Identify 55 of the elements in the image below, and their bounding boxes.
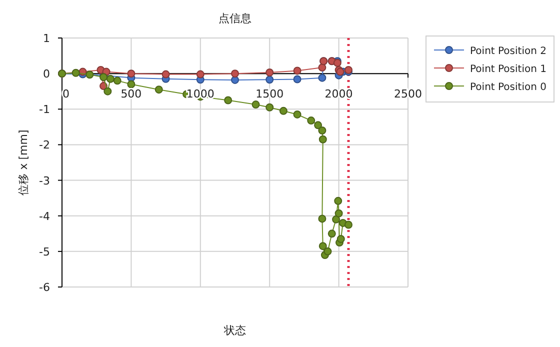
point — [344, 220, 352, 229]
x-tick-label: 1500 — [256, 88, 284, 101]
point — [154, 86, 163, 94]
point — [266, 103, 274, 112]
point — [231, 76, 239, 84]
point — [86, 70, 94, 79]
chart-title: 点信息 — [218, 12, 252, 25]
y-tick-label: -2 — [39, 138, 50, 152]
y-tick-label: -1 — [39, 103, 50, 116]
point — [293, 66, 302, 75]
point — [318, 64, 326, 72]
point — [196, 70, 204, 78]
point — [318, 74, 326, 82]
point — [162, 70, 170, 78]
y-tick-label: 0 — [43, 68, 50, 81]
legend-label: Point Position 0 — [470, 82, 546, 93]
point — [231, 70, 239, 78]
y-tick-label: -4 — [39, 210, 50, 223]
point — [224, 96, 232, 104]
point — [127, 70, 136, 78]
point — [106, 74, 114, 83]
point — [336, 234, 345, 243]
x-tick-label: 500 — [120, 88, 142, 101]
point — [266, 76, 274, 84]
point — [334, 209, 343, 218]
x-tick-label: 2500 — [394, 88, 422, 101]
point — [307, 116, 316, 125]
point — [72, 68, 80, 77]
y-axis-title: 位移 x [mm] — [17, 130, 30, 196]
point — [127, 80, 136, 88]
point — [293, 110, 302, 118]
x-axis-title: 状态 — [223, 324, 246, 337]
point — [318, 135, 327, 144]
point — [318, 126, 326, 134]
point — [104, 87, 112, 96]
point — [332, 215, 340, 224]
point — [314, 121, 322, 130]
point — [279, 106, 288, 115]
x-tick-label: 2000 — [324, 88, 353, 101]
y-tick-label: 1 — [43, 32, 50, 45]
point — [293, 75, 302, 84]
point — [318, 214, 326, 223]
point — [324, 247, 332, 256]
legend-label: Point Position 2 — [470, 46, 546, 57]
point — [266, 68, 274, 77]
y-tick-label: -5 — [39, 245, 50, 258]
point — [328, 230, 336, 238]
point — [252, 100, 260, 109]
y-tick-label: -3 — [39, 174, 50, 188]
x-tick-label: 0 — [62, 88, 70, 101]
legend-label: Point Position 1 — [470, 64, 546, 75]
y-tick-label: -6 — [39, 281, 50, 294]
point — [334, 196, 342, 205]
point — [113, 76, 122, 85]
point — [318, 242, 327, 250]
